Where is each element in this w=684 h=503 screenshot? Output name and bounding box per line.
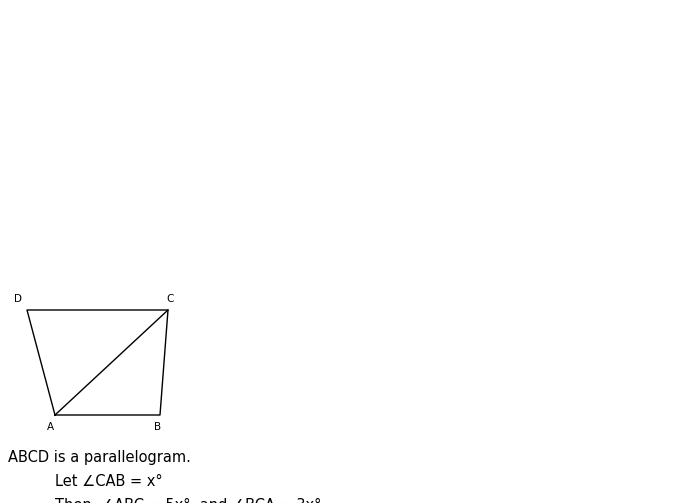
Text: A: A	[47, 422, 53, 432]
Text: ABCD is a parallelogram.: ABCD is a parallelogram.	[8, 450, 191, 465]
Text: C: C	[166, 294, 174, 304]
Text: Then, ∠ABC = 5x°  and ∠BCA = 3x°: Then, ∠ABC = 5x° and ∠BCA = 3x°	[55, 498, 321, 503]
Text: Let ∠CAB = x°: Let ∠CAB = x°	[55, 474, 163, 489]
Text: B: B	[155, 422, 161, 432]
Text: D: D	[14, 294, 22, 304]
